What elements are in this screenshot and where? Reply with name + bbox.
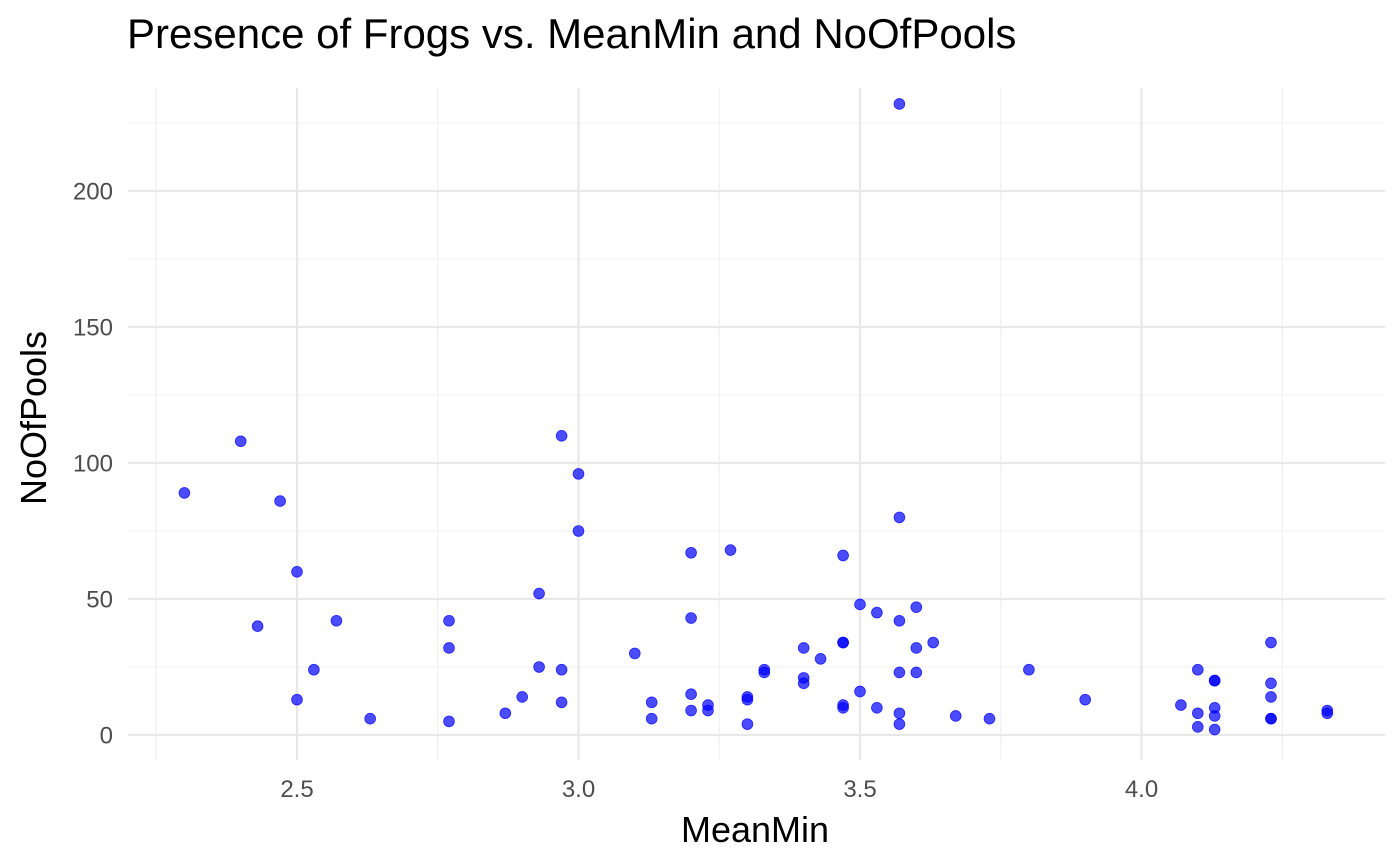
data-point [274,495,286,507]
data-point [1265,677,1277,690]
data-point [871,606,883,619]
data-point [814,653,827,665]
data-point [291,565,303,578]
data-point [443,715,455,728]
y-tick-label: 200 [73,179,113,206]
data-point [837,549,849,562]
chart-title: Presence of Frogs vs. MeanMin and NoOfPo… [127,10,1017,57]
x-axis-ticks: 2.5 3.0 3.5 4.0 [280,776,1158,803]
y-tick-label: 150 [73,315,113,342]
data-point [893,511,906,524]
x-axis-title: MeanMin [681,809,829,850]
data-point [837,701,849,714]
data-point [1265,712,1277,725]
data-point [797,642,810,654]
data-point [1321,707,1334,720]
data-point [910,666,923,679]
x-tick-label: 3.0 [562,776,595,803]
data-point [533,587,545,600]
data-point [1265,636,1277,649]
data-point [949,710,962,722]
data-point [1208,674,1221,687]
data-point [330,614,343,627]
data-point [854,598,866,611]
y-axis-ticks: 0 50 100 150 200 [73,179,113,750]
data-point [533,661,545,673]
x-tick-label: 3.5 [843,776,876,803]
data-point [1265,691,1277,703]
x-tick-label: 4.0 [1125,776,1158,803]
data-point [910,642,923,654]
data-point [741,693,754,706]
y-tick-label: 50 [86,587,113,614]
data-point [983,712,996,725]
data-point [893,718,906,730]
data-point [443,642,455,654]
data-point [308,663,320,676]
data-point [741,718,754,730]
data-point [555,429,568,442]
y-tick-label: 0 [100,723,113,750]
data-point [927,636,939,649]
data-point [685,688,697,700]
data-point [837,636,849,649]
minor-gridlines [128,88,1385,760]
data-point [893,707,906,720]
data-point [443,614,455,627]
data-point [1208,710,1221,722]
data-point [685,546,697,559]
data-point [1079,693,1091,706]
data-point [234,435,247,448]
data-point [1175,699,1187,711]
y-tick-label: 100 [73,451,113,478]
data-point [555,663,568,676]
data-point [572,525,585,537]
data-point [758,666,771,679]
data-point [854,685,866,698]
y-axis-title: NoOfPools [13,331,54,505]
data-point [572,468,585,480]
data-point [1192,663,1204,676]
data-point [1192,707,1204,720]
data-point [724,544,737,556]
data-point [645,712,658,725]
data-point [893,98,906,110]
data-point [499,707,512,720]
data-point [251,620,264,632]
data-point [893,614,906,627]
data-point [702,704,714,717]
data-point [1208,723,1221,736]
data-point [871,701,883,714]
data-point [645,696,658,709]
data-point [291,693,303,706]
major-gridlines [128,88,1385,760]
data-point [893,666,906,679]
data-point [685,704,697,717]
data-point [555,696,568,709]
data-point [364,712,376,725]
x-tick-label: 2.5 [280,776,313,803]
data-point [628,647,641,660]
data-point [516,691,528,703]
data-point [1023,663,1035,676]
data-points [178,98,1334,736]
data-point [685,612,697,624]
data-point [1192,721,1204,733]
data-point [178,487,191,499]
data-point [910,601,923,613]
data-point [797,677,810,690]
